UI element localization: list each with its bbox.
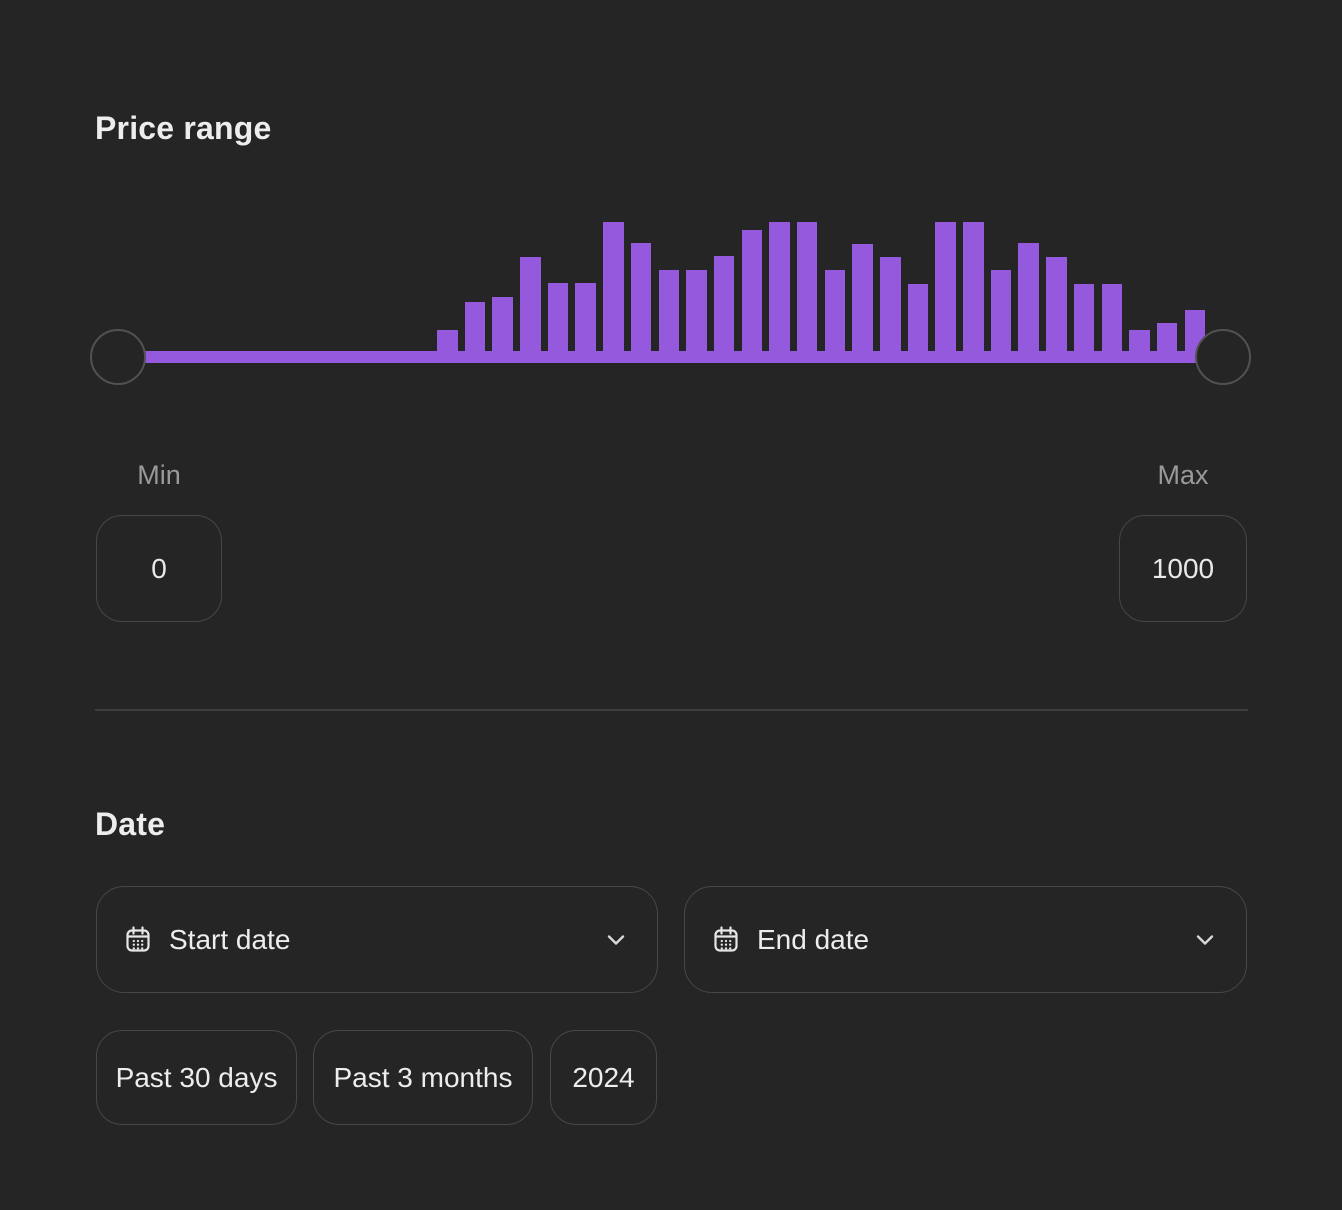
histogram-bar [1156, 323, 1178, 352]
histogram-bar [1073, 284, 1095, 352]
price-range-slider [90, 221, 1251, 401]
histogram-bar [907, 284, 929, 352]
max-label: Max [1157, 460, 1209, 490]
price-range-title: Price range [95, 110, 272, 146]
slider-handle-min[interactable] [90, 329, 146, 385]
histogram-bar [603, 222, 624, 352]
price-histogram [437, 221, 1206, 352]
histogram-bar [741, 230, 763, 352]
end-date-label: End date [757, 923, 870, 955]
histogram-bar [520, 257, 541, 352]
histogram-bar [713, 256, 735, 352]
calendar-icon [711, 925, 741, 955]
histogram-bar [824, 270, 846, 352]
histogram-bar [658, 270, 679, 352]
histogram-bar [1046, 257, 1067, 352]
date-title: Date [95, 806, 166, 842]
histogram-bar [935, 222, 956, 352]
histogram-bar [575, 283, 596, 352]
preset-2024[interactable]: 2024 [550, 1030, 657, 1125]
min-label: Min [137, 460, 181, 490]
histogram-bar [769, 222, 790, 352]
histogram-bar [796, 222, 818, 352]
histogram-bar [1129, 330, 1150, 352]
slider-track[interactable] [118, 351, 1225, 363]
min-price-input[interactable] [96, 515, 222, 622]
preset-past-3-months[interactable]: Past 3 months [313, 1030, 533, 1125]
preset-past-30-days[interactable]: Past 30 days [96, 1030, 297, 1125]
chevron-down-icon [1190, 925, 1220, 955]
histogram-bar [852, 244, 873, 352]
start-date-label: Start date [169, 923, 291, 955]
slider-handle-max[interactable] [1195, 329, 1251, 385]
histogram-bar [990, 270, 1012, 352]
section-divider [95, 709, 1248, 711]
max-price-input[interactable] [1119, 515, 1247, 622]
histogram-bar [464, 302, 486, 352]
histogram-bar [880, 257, 901, 352]
start-date-select[interactable]: Start date [96, 886, 658, 993]
end-date-select[interactable]: End date [684, 886, 1247, 993]
histogram-bar [686, 270, 707, 352]
chevron-down-icon [601, 925, 631, 955]
calendar-icon [123, 925, 153, 955]
histogram-bar [547, 283, 569, 352]
histogram-bar [1018, 243, 1039, 352]
histogram-bar [492, 297, 513, 352]
histogram-bar [1101, 284, 1122, 352]
histogram-bar [963, 222, 984, 352]
histogram-bar [630, 243, 652, 352]
histogram-bar [437, 330, 458, 352]
